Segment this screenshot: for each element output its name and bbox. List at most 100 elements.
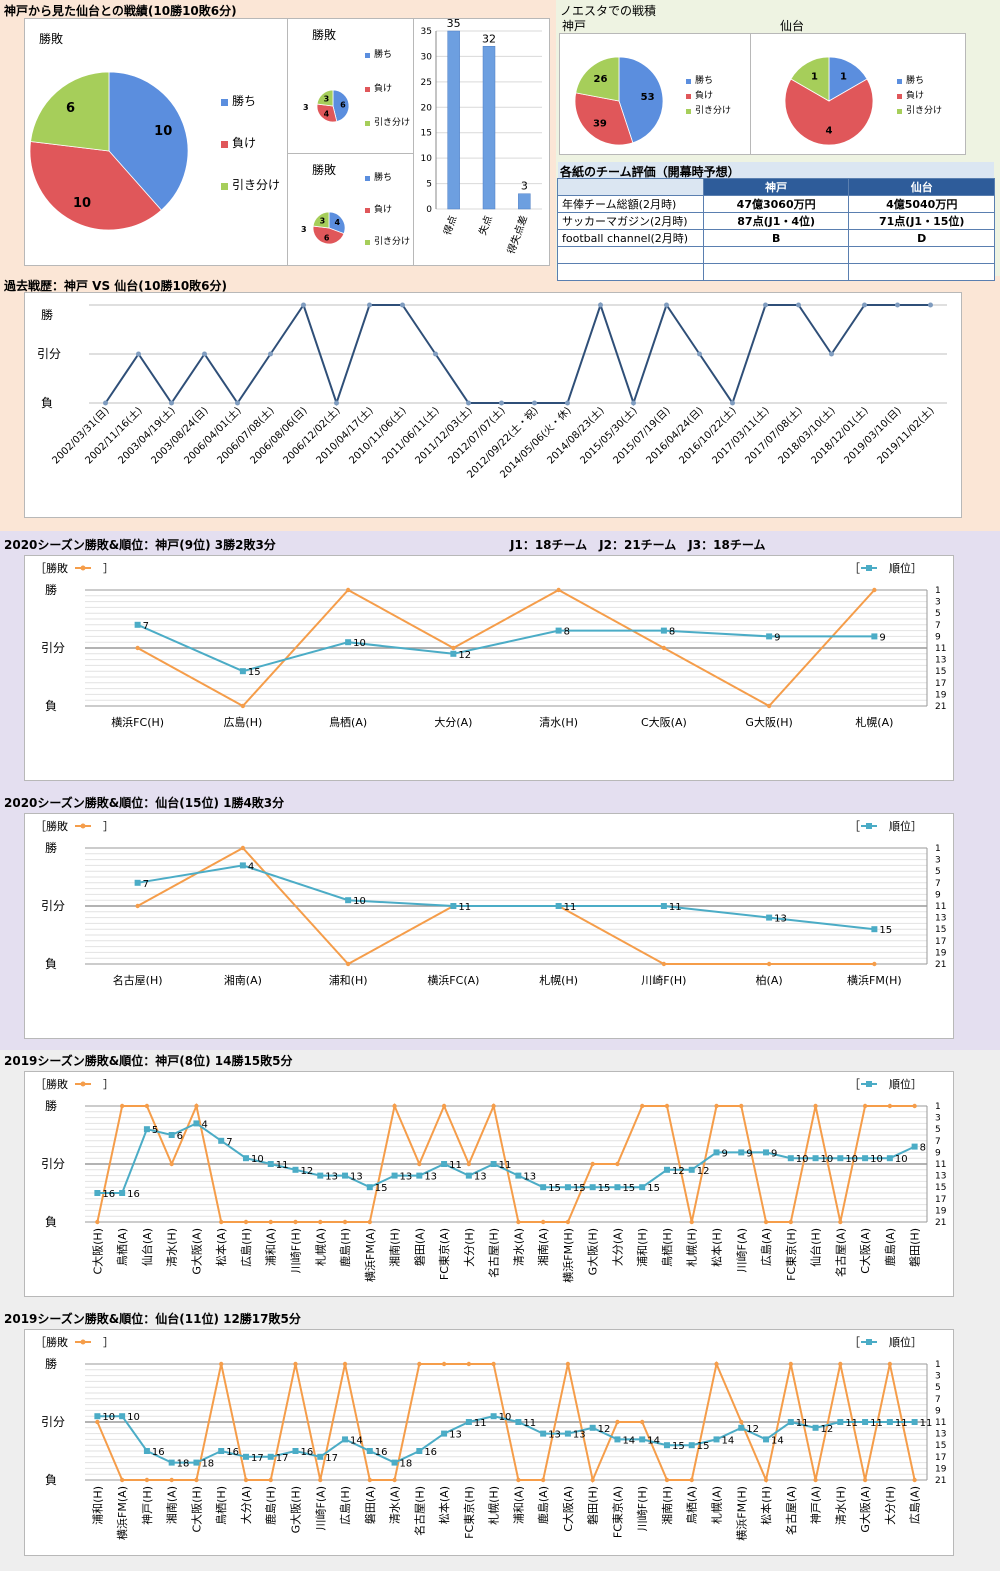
rank-point	[416, 1448, 423, 1454]
rank-tick-label: 3	[935, 1372, 941, 1382]
y-label-win: 勝	[45, 1356, 57, 1371]
match-label: 横浜FM(H)	[561, 1228, 575, 1283]
match-label: 広島(A)	[759, 1228, 773, 1266]
result-point	[95, 1219, 100, 1225]
rank-data-label: 10	[127, 1412, 140, 1423]
result-point	[887, 1103, 893, 1109]
pie-outside-label: 3	[301, 225, 307, 234]
eval-row	[557, 246, 995, 264]
rank-point	[589, 1184, 596, 1191]
history-point	[565, 400, 570, 406]
pie-slice-win	[618, 56, 664, 144]
eval-row-kobe: B	[702, 229, 850, 247]
rank-tick-label: 9	[935, 890, 941, 900]
season-2020-sendai-chart-box: ［勝敗 ］ ［ 順位］ 1 3 5 7 9 11 13 15 17 19 21 勝引分負 7 4 10 11 11 11 1…	[24, 813, 954, 1039]
history-point	[136, 351, 141, 357]
rank-point	[366, 1184, 373, 1191]
pie-slice-win	[108, 71, 189, 211]
legend-label: 負け	[906, 89, 924, 101]
pie-slice-loss	[784, 78, 874, 146]
result-point	[342, 1219, 348, 1225]
rank-tick-label: 9	[935, 632, 941, 642]
legend-swatch-win	[686, 79, 691, 84]
rank-point	[450, 650, 457, 657]
league-note: J1：18チーム J2：21チーム J3：18チーム	[510, 538, 766, 552]
bar-category-label: 得失点差	[504, 214, 530, 256]
rank-point	[239, 862, 246, 869]
rank-point	[738, 1149, 745, 1156]
eval-row-label	[557, 263, 704, 281]
pie-slice-loss	[574, 92, 634, 146]
sendai-home-pie-box: 勝敗 4 6 3 3 勝ち 負け 引き分け	[287, 153, 414, 266]
rank-point	[766, 633, 773, 640]
history-result-line	[104, 301, 931, 407]
rank-point	[134, 621, 141, 628]
match-label: 名古屋(H)	[412, 1486, 426, 1536]
match-label: 清水(H)	[166, 1228, 179, 1267]
match-label: 神戸(A)	[809, 1486, 823, 1524]
match-label: 川崎F(H)	[641, 973, 686, 987]
rank-data-label: 7	[226, 1137, 232, 1148]
match-label: 札幌(H)	[487, 1486, 501, 1525]
rank-point	[441, 1161, 448, 1167]
match-label: 湘南(A)	[224, 973, 262, 987]
pie-title: 勝敗	[312, 27, 336, 42]
rank-data-label: 14	[722, 1435, 735, 1446]
match-label: 松本(A)	[437, 1486, 451, 1524]
rank-data-label: 12	[672, 1166, 685, 1177]
season-2020-kobe-chart-box: ［勝敗 ］ ［ 順位］ 1 3 5 7 9 11 13 15 17 19 21 勝引分負 7 15 10 12 8 8 9 9…	[24, 555, 954, 781]
match-label: 名古屋(A)	[784, 1486, 798, 1535]
rank-point	[168, 1132, 175, 1138]
bar-得点	[447, 30, 460, 210]
result-point	[367, 1477, 372, 1483]
result-point	[813, 1477, 818, 1483]
rank-point	[342, 1436, 349, 1443]
rank-data-label: 12	[821, 1424, 834, 1435]
match-label: 湘南(A)	[536, 1228, 550, 1266]
match-label: 広島(A)	[908, 1486, 922, 1524]
rank-data-label: 13	[325, 1172, 338, 1183]
history-point	[400, 302, 405, 308]
legend-label: 勝ち	[695, 74, 713, 86]
rank-tick-label: 13	[935, 1430, 946, 1440]
overall-pie-box: 勝敗 10 10 6 勝ち 負け 引き分け	[24, 18, 288, 266]
rank-point	[911, 1143, 918, 1150]
match-label: 広島(H)	[223, 715, 262, 729]
y-label-draw: 引分	[41, 1157, 65, 1171]
match-label: C大阪(A)	[858, 1228, 872, 1274]
match-label: 鳥栖(A)	[685, 1486, 699, 1524]
rank-data-label: 15	[548, 1183, 561, 1194]
history-point	[862, 302, 867, 308]
rank-point	[911, 1419, 918, 1425]
bar-ytick-label: 15	[421, 129, 432, 139]
bar-ytick-label: 30	[421, 52, 433, 62]
rank-point	[94, 1413, 101, 1420]
y-label-draw: 引分	[41, 641, 65, 655]
history-point	[202, 351, 207, 357]
result-point	[95, 1419, 100, 1425]
history-point	[103, 400, 108, 406]
rank-tick-label: 3	[935, 598, 941, 608]
rank-data-label: 13	[548, 1430, 561, 1441]
result-point	[556, 587, 561, 593]
rank-tick-label: 21	[935, 1476, 946, 1486]
result-point	[119, 1477, 125, 1483]
eval-header-sendai: 仙台	[848, 178, 995, 196]
rank-data-label: 16	[127, 1189, 140, 1200]
match-label: 横浜FM(H)	[734, 1486, 748, 1541]
rank-point	[292, 1448, 299, 1454]
history-point	[466, 400, 471, 406]
rank-point	[342, 1172, 349, 1179]
result-point	[466, 1361, 472, 1367]
rank-point	[663, 1442, 670, 1449]
rank-tick-label: 1	[935, 586, 941, 596]
match-label: 横浜FC(H)	[111, 715, 164, 729]
result-point	[763, 1477, 769, 1483]
rank-tick-label: 1	[935, 1102, 941, 1112]
rank-data-label: 12	[301, 1166, 314, 1177]
match-label: 川崎F(H)	[635, 1486, 649, 1531]
history-point	[367, 302, 372, 308]
rank-line	[137, 864, 875, 931]
rank-data-label: 7	[143, 621, 149, 632]
